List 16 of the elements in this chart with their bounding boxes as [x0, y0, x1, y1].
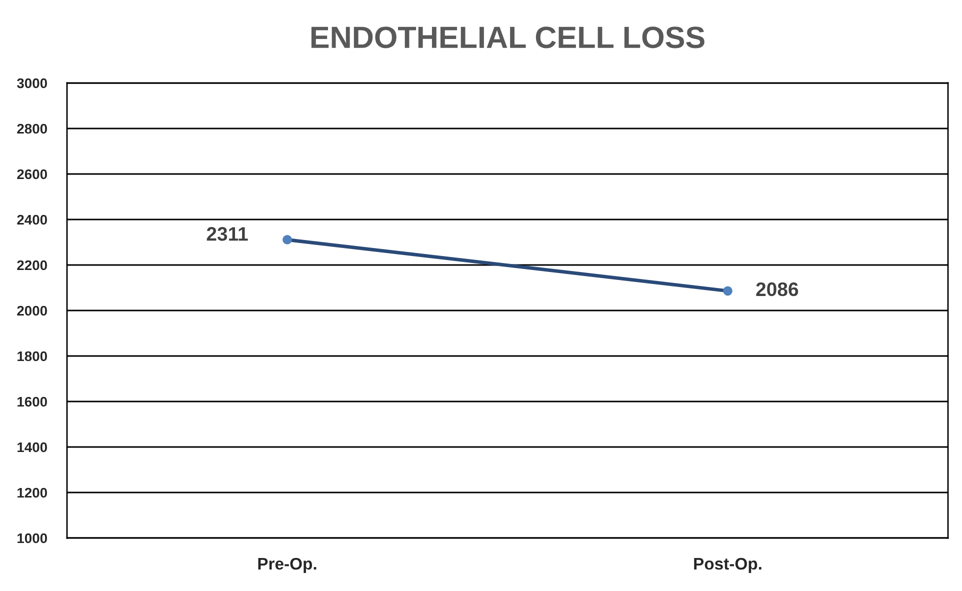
- y-tick-label: 2200: [17, 260, 47, 270]
- data-label: 2086: [756, 282, 798, 296]
- y-tick-label: 2800: [17, 124, 47, 134]
- y-tick-label: 1600: [18, 396, 47, 407]
- y-tick-label: 1200: [18, 488, 47, 498]
- chart-title: ENDOTHELIAL CELL LOSS: [311, 26, 704, 48]
- y-tick-label: 2600: [17, 169, 47, 180]
- y-tick-label: 1400: [18, 442, 47, 452]
- y-tick-label: 1800: [18, 351, 47, 362]
- x-tick-label: Pre-Op.: [258, 558, 316, 573]
- y-tick-label: 3000: [16, 78, 47, 88]
- y-tick-label: 2400: [17, 214, 47, 225]
- data-label: 2311: [206, 227, 248, 241]
- y-tick-label: 1000: [18, 533, 47, 544]
- y-tick-label: 2000: [17, 306, 47, 316]
- x-tick-label: Post-Op.: [694, 558, 762, 573]
